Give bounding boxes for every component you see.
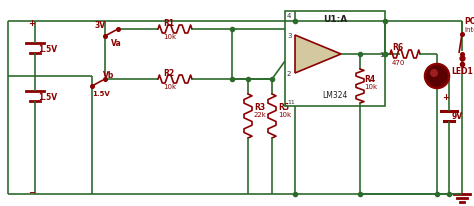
- Text: LED1: LED1: [451, 66, 473, 75]
- Text: −: −: [298, 59, 306, 69]
- Text: 10k: 10k: [163, 34, 176, 40]
- Text: LM324: LM324: [322, 90, 348, 99]
- Text: +: +: [28, 19, 36, 28]
- Text: Interrupteur: Interrupteur: [464, 27, 474, 33]
- Text: 10k: 10k: [364, 84, 377, 90]
- Text: R2: R2: [163, 68, 174, 77]
- Text: 1.5V: 1.5V: [92, 91, 110, 97]
- Text: 1.5V: 1.5V: [38, 44, 57, 53]
- Text: −: −: [28, 188, 36, 197]
- Text: R1: R1: [163, 18, 174, 27]
- Text: 3: 3: [287, 33, 292, 39]
- Text: Va: Va: [110, 38, 121, 47]
- Bar: [285, 12, 385, 107]
- Text: 1: 1: [379, 52, 383, 58]
- Text: U1:A: U1:A: [323, 15, 347, 24]
- Text: Vb: Vb: [103, 70, 115, 79]
- Text: 10k: 10k: [278, 111, 291, 117]
- Text: 22k: 22k: [254, 111, 267, 117]
- Text: POWER: POWER: [464, 18, 474, 26]
- Circle shape: [425, 65, 449, 89]
- Text: 3V: 3V: [94, 21, 106, 30]
- Text: +: +: [443, 92, 449, 101]
- Text: R5: R5: [278, 102, 289, 111]
- Text: 9V: 9V: [452, 112, 463, 121]
- Polygon shape: [295, 36, 341, 74]
- Text: +: +: [298, 40, 306, 50]
- Text: 2: 2: [287, 71, 292, 77]
- Text: R4: R4: [364, 74, 375, 83]
- Text: 1.5V: 1.5V: [38, 92, 57, 101]
- Text: 10k: 10k: [163, 84, 176, 90]
- Text: R3: R3: [254, 102, 265, 111]
- Text: 11: 11: [287, 100, 295, 105]
- Circle shape: [430, 70, 438, 78]
- Text: R6: R6: [392, 42, 403, 51]
- Text: 4: 4: [287, 13, 292, 19]
- Text: 470: 470: [392, 60, 405, 66]
